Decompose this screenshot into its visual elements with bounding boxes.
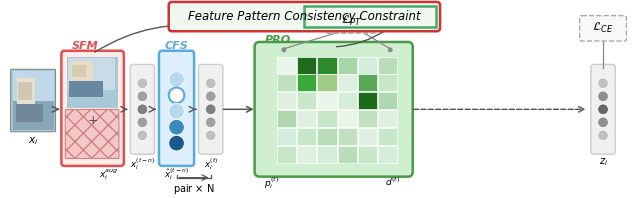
Bar [337,128,356,145]
Bar [358,57,377,73]
FancyBboxPatch shape [326,8,376,33]
Bar [378,57,397,73]
Text: $\mathcal{L}_{CE}$: $\mathcal{L}_{CE}$ [593,21,614,35]
Bar [277,146,296,163]
Circle shape [169,135,184,151]
Text: $\mathcal{L}_{PT}$: $\mathcal{L}_{PT}$ [341,13,362,28]
Bar [277,110,296,127]
Bar [358,146,377,163]
Bar [337,74,356,91]
Bar [277,92,296,109]
Bar [378,92,397,109]
Bar [297,128,316,145]
Bar [358,128,377,145]
Circle shape [598,104,609,115]
Bar [277,128,296,145]
Circle shape [282,47,286,52]
Circle shape [137,104,148,115]
FancyBboxPatch shape [198,64,223,154]
Bar [15,104,43,122]
FancyBboxPatch shape [591,64,615,154]
FancyBboxPatch shape [11,69,56,132]
Text: CFS: CFS [164,41,188,51]
Bar [17,78,35,105]
Circle shape [598,130,609,141]
FancyBboxPatch shape [169,2,440,31]
Circle shape [205,117,216,128]
Circle shape [598,117,609,128]
Bar [71,62,93,81]
Bar [19,82,32,100]
Bar [317,57,337,73]
Circle shape [137,91,148,102]
Circle shape [205,104,216,115]
Bar [13,101,54,130]
Bar [67,57,118,108]
FancyBboxPatch shape [159,51,194,166]
Circle shape [137,78,148,89]
Bar [297,146,316,163]
Text: $p_i^{(t)}$: $p_i^{(t)}$ [264,176,280,191]
Circle shape [169,119,184,135]
Circle shape [598,91,609,102]
Circle shape [169,71,184,87]
FancyBboxPatch shape [61,51,124,166]
Bar [317,110,337,127]
FancyBboxPatch shape [580,16,627,41]
Bar [317,92,337,109]
Circle shape [205,130,216,141]
Text: $x_i$: $x_i$ [28,136,38,148]
Bar [378,128,397,145]
Circle shape [169,88,184,103]
Text: pair $\times$ N: pair $\times$ N [173,182,214,196]
Bar [68,58,115,90]
Bar [378,110,397,127]
Text: $x_i^{aug}$: $x_i^{aug}$ [99,167,119,182]
Bar [358,74,377,91]
Bar [277,74,296,91]
Text: Feature Pattern Consistency Constraint: Feature Pattern Consistency Constraint [188,10,420,23]
Text: PRO: PRO [264,35,291,45]
Text: $x_i^{(t)}$: $x_i^{(t)}$ [204,156,218,172]
Bar [69,81,103,97]
Text: $d^{(t)}$: $d^{(t)}$ [385,176,400,188]
Bar [277,57,296,73]
Bar [378,74,397,91]
Bar [337,57,356,73]
FancyBboxPatch shape [65,109,119,158]
Bar [317,74,337,91]
Bar [317,128,337,145]
Circle shape [205,91,216,102]
Bar [72,65,86,77]
Text: SFM: SFM [72,41,99,51]
Bar [13,71,54,101]
Bar [297,92,316,109]
Bar [358,110,377,127]
Text: +: + [87,114,98,128]
Bar [337,92,356,109]
FancyBboxPatch shape [255,42,413,177]
FancyBboxPatch shape [130,64,155,154]
Bar [378,146,397,163]
Text: $\hat{x}_i^{(t-n)}$: $\hat{x}_i^{(t-n)}$ [164,167,189,183]
Bar [358,92,377,109]
Circle shape [598,78,609,89]
Bar [337,110,356,127]
Text: $x_i^{(t-n)}$: $x_i^{(t-n)}$ [130,156,155,172]
Bar [297,110,316,127]
Bar [297,57,316,73]
Circle shape [205,78,216,89]
Circle shape [137,130,148,141]
Circle shape [169,103,184,119]
Circle shape [137,117,148,128]
Bar [337,146,356,163]
Text: $z_i$: $z_i$ [598,156,607,168]
Bar [317,146,337,163]
Circle shape [388,47,393,52]
Bar [297,74,316,91]
